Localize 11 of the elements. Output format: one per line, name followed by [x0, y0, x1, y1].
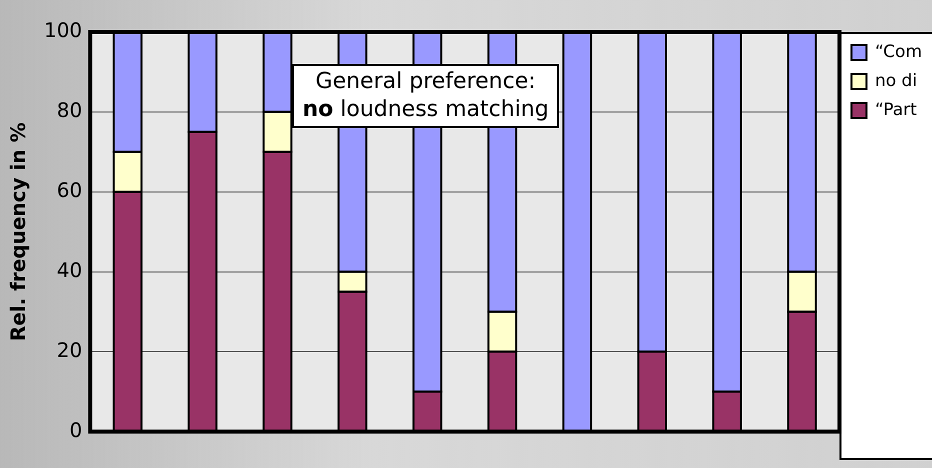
- legend-label: “Part: [874, 100, 918, 120]
- y-axis-title: Rel. frequency in %: [6, 122, 30, 342]
- y-tick-label: 20: [56, 338, 82, 362]
- y-tick-label: 60: [56, 178, 82, 202]
- y-tick-label: 80: [56, 98, 82, 122]
- annotation: General preference: no loudness matching: [302, 68, 549, 124]
- y-tick-label: 0: [69, 418, 82, 442]
- y-tick-label: 40: [56, 258, 82, 282]
- y-tick-label: 100: [44, 18, 82, 42]
- legend-label: “Com: [874, 42, 922, 62]
- legend-label: no di: [874, 70, 918, 91]
